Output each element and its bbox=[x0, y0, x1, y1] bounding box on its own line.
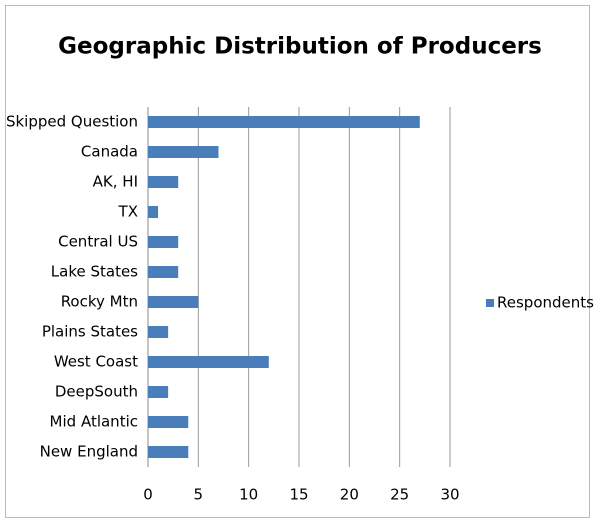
bar bbox=[148, 386, 169, 398]
y-tick-label: Canada bbox=[81, 143, 138, 161]
x-tick-label: 25 bbox=[390, 486, 409, 504]
legend-swatch bbox=[486, 299, 494, 307]
bar bbox=[148, 176, 179, 188]
bar bbox=[148, 416, 189, 428]
x-tick-label: 5 bbox=[194, 486, 204, 504]
y-tick-label: Plains States bbox=[42, 323, 138, 341]
bar bbox=[148, 326, 169, 338]
x-tick-label: 10 bbox=[239, 486, 258, 504]
chart-frame bbox=[5, 5, 590, 518]
bar bbox=[148, 146, 219, 158]
bar bbox=[148, 446, 189, 458]
bar bbox=[148, 266, 179, 278]
x-tick-label: 30 bbox=[440, 486, 459, 504]
bar bbox=[148, 116, 420, 128]
y-tick-label: Mid Atlantic bbox=[50, 413, 138, 431]
y-tick-label: TX bbox=[118, 203, 138, 221]
y-tick-label: Rocky Mtn bbox=[61, 293, 138, 311]
y-tick-label: New England bbox=[40, 443, 138, 461]
y-tick-label: Central US bbox=[58, 233, 138, 251]
bar bbox=[148, 296, 199, 308]
y-tick-label: DeepSouth bbox=[55, 383, 138, 401]
y-tick-label: Lake States bbox=[51, 263, 138, 281]
chart-title: Geographic Distribution of Producers bbox=[58, 34, 542, 60]
y-tick-label: Skipped Question bbox=[6, 113, 138, 131]
y-tick-label: West Coast bbox=[54, 353, 138, 371]
bar bbox=[148, 236, 179, 248]
x-tick-label: 15 bbox=[289, 486, 308, 504]
y-tick-label: AK, HI bbox=[93, 173, 138, 191]
x-tick-label: 20 bbox=[340, 486, 359, 504]
x-tick-label: 0 bbox=[143, 486, 153, 504]
bar bbox=[148, 356, 269, 368]
bar bbox=[148, 206, 159, 218]
legend-label: Respondents bbox=[497, 294, 594, 312]
